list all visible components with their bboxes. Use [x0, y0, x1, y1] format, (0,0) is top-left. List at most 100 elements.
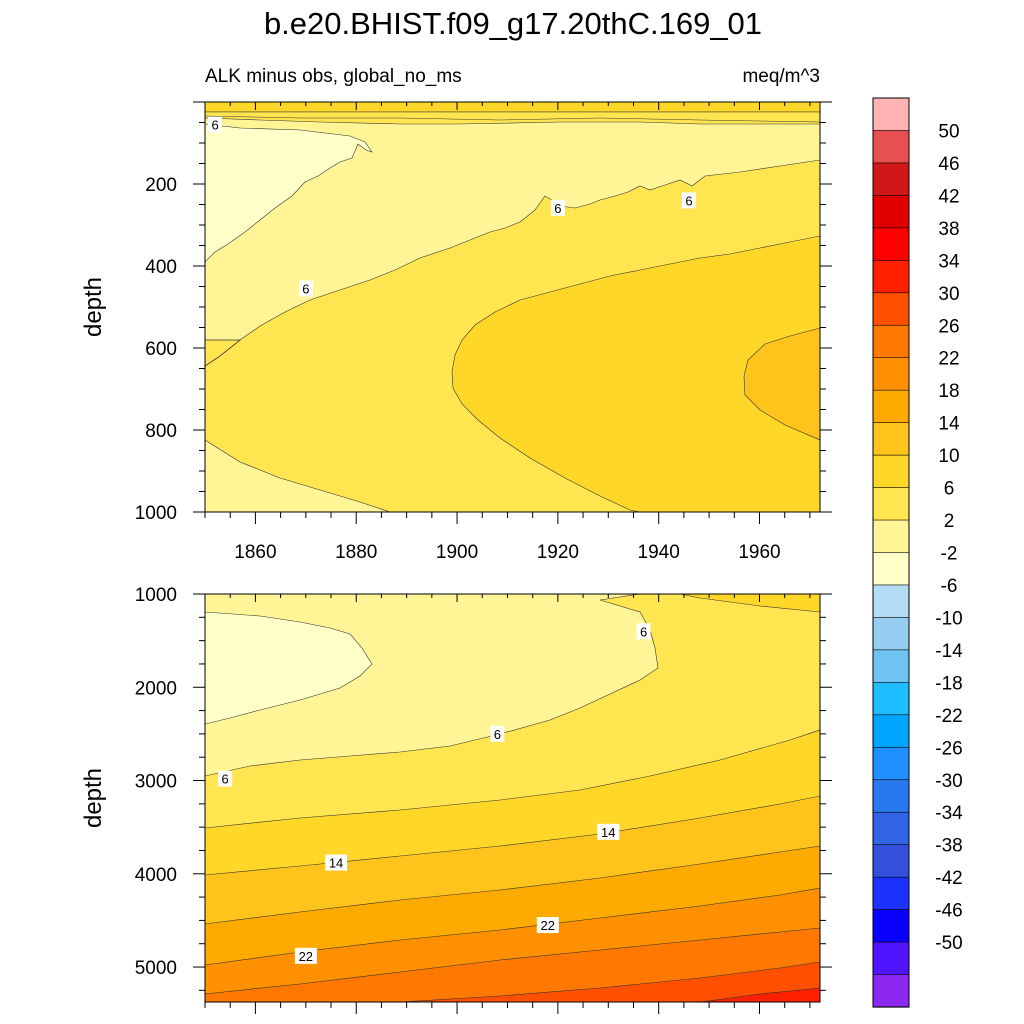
upper-band-2-6: [205, 117, 820, 367]
upper-contour-line: [205, 339, 241, 367]
colorbar-swatch: [872, 454, 910, 489]
colorbar-swatch: [872, 130, 910, 164]
upper-band-14-18: [743, 327, 820, 441]
colorbar-label: 10: [938, 446, 959, 467]
colorbar-label: -30: [935, 771, 962, 792]
colorbar-swatch: [872, 519, 910, 554]
contour-labels: 6 6 6 6 6 6 6 14 14 22 22: [208, 116, 696, 964]
colorbar-swatch: [872, 324, 910, 359]
colorbar-label: -18: [935, 673, 962, 694]
colorbar-swatch: [872, 682, 910, 716]
x-tick-label: 1860: [234, 542, 276, 563]
colorbar-swatch: [872, 811, 910, 846]
contour-label-bg: [636, 623, 651, 640]
y-tick-label: 200: [145, 175, 177, 196]
colorbar-label: -6: [941, 576, 958, 597]
lower-tick-labels: 1000 2000 3000 4000 5000: [135, 585, 177, 979]
colorbar-swatch: [872, 876, 910, 911]
colorbar-label: -38: [935, 836, 962, 857]
colorbar-label: -42: [935, 868, 962, 889]
upper-band-10-14-main: [451, 235, 820, 512]
chart-title: b.e20.BHIST.f09_g17.20thC.169_01: [264, 6, 762, 41]
lower-contour-fill: [205, 594, 820, 1002]
colorbar-label: -50: [935, 933, 962, 954]
colorbar-swatch: [872, 357, 910, 391]
colorbar-swatch: [872, 746, 910, 781]
contour-label-bg: [490, 725, 505, 742]
y-tick-label: 800: [145, 421, 177, 442]
contour-label-bg: [298, 280, 313, 297]
colorbar-label: -10: [935, 608, 962, 629]
colorbar-label: -2: [941, 544, 958, 565]
colorbar-label: 26: [938, 316, 959, 337]
colorbar-label: 18: [938, 381, 959, 402]
lower-panel-frame: [204, 593, 821, 1003]
colorbar-swatch: [872, 487, 910, 521]
upper-top-band-6: [205, 111, 820, 123]
contour-label: 6: [685, 193, 692, 208]
contour-label: 6: [302, 282, 309, 297]
contour-label: 6: [222, 772, 229, 787]
colorbar-swatch: [872, 97, 910, 132]
colorbar-swatch: [872, 941, 910, 976]
y-tick-label: 2000: [135, 678, 177, 699]
colorbar-swatch: [872, 779, 910, 813]
colorbar-swatch: [872, 195, 910, 229]
colorbar-swatch: [872, 292, 910, 326]
upper-tick-labels: 1860 1880 1900 1920 1940 1960 200 400 600 800 1000: [135, 175, 781, 563]
lower-band-30-34: [399, 961, 820, 1002]
colorbar-frame: [872, 97, 910, 1008]
colorbar-label: 6: [944, 479, 955, 500]
contour-label: 14: [329, 856, 343, 871]
colorbar-label: 2: [944, 511, 955, 532]
y-tick-label: 1000: [135, 503, 177, 524]
colorbar-label: 42: [938, 186, 959, 207]
colorbar-label: -14: [935, 641, 963, 662]
upper-ylabel: depth: [80, 277, 107, 337]
colorbar-label: -34: [935, 803, 963, 824]
colorbar-swatch: [872, 649, 910, 683]
contour-label: 6: [554, 201, 561, 216]
colorbar-label: 50: [938, 121, 959, 142]
colorbar-swatch: [872, 714, 910, 748]
y-tick-label: 400: [145, 257, 177, 278]
colorbar-label: 46: [938, 154, 959, 175]
contour-label: 14: [601, 825, 615, 840]
colorbar-swatch: [872, 584, 910, 619]
x-tick-label: 1940: [638, 542, 680, 563]
colorbar-swatch: [872, 617, 910, 651]
subtitle-right: meq/m^3: [742, 66, 820, 87]
colorbar-swatch: [872, 389, 910, 424]
contour-label-bg: [294, 947, 317, 964]
upper-bottom-left-band: [205, 439, 391, 512]
y-tick-label: 4000: [135, 865, 177, 886]
colorbar-swatch: [872, 974, 910, 1008]
colorbar-label: 38: [938, 219, 959, 240]
upper-band-lightest: [205, 123, 373, 263]
contour-label: 6: [640, 624, 647, 639]
contour-label-bg: [536, 917, 559, 934]
contour-label-bg: [218, 770, 233, 787]
colorbar-swatch: [872, 844, 910, 878]
colorbar-label: -22: [935, 706, 962, 727]
subtitle-left: ALK minus obs, global_no_ms: [205, 66, 462, 87]
upper-ticks: [193, 101, 832, 524]
contour-label-bg: [208, 116, 223, 133]
colorbar: 50 46 42 38 34 30 26 22 18 14 10 6 2 -2 -6 -10 -14 -18 -22…: [872, 97, 963, 1008]
y-tick-label: 600: [145, 339, 177, 360]
x-tick-label: 1960: [738, 542, 780, 563]
colorbar-swatch: [872, 162, 910, 196]
lower-band-34-38: [699, 987, 820, 1002]
contour-label-bg: [597, 823, 620, 840]
contour-label-bg: [550, 199, 565, 216]
colorbar-swatch: [872, 422, 910, 456]
contour-label: 22: [299, 949, 313, 964]
upper-top-band-10: [205, 102, 820, 113]
colorbar-swatch: [872, 260, 910, 294]
contour-label: 22: [541, 918, 555, 933]
colorbar-label: 14: [938, 414, 960, 435]
y-tick-label: 3000: [135, 772, 177, 793]
contour-label-bg: [681, 192, 696, 209]
colorbar-label: -46: [935, 901, 962, 922]
colorbar-label: 30: [938, 284, 959, 305]
